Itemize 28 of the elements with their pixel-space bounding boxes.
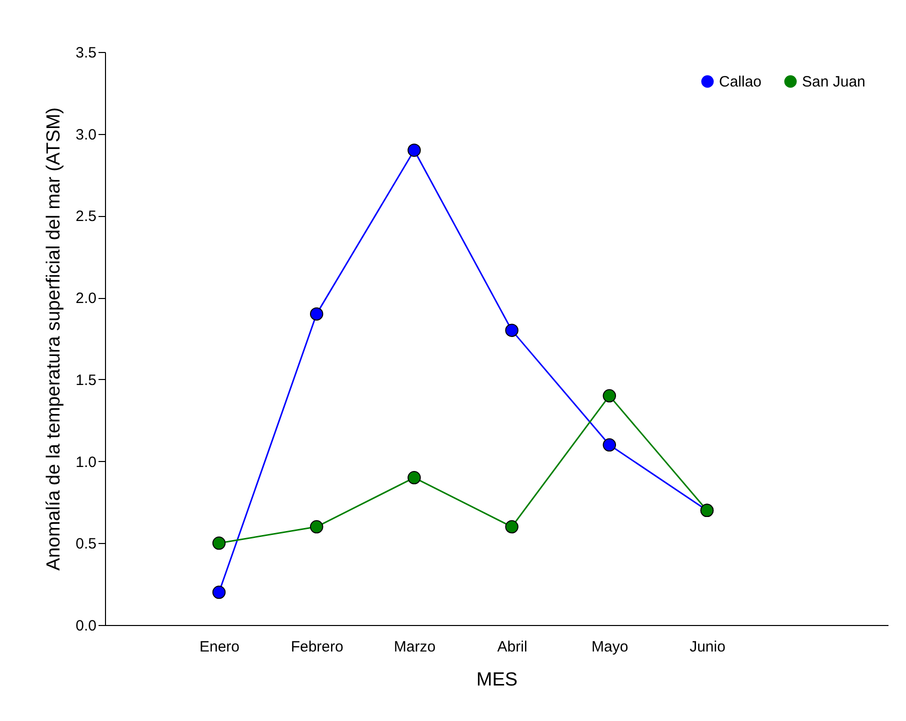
y-axis-title: Anomalía de la temperatura superficial del mar (ATSM) [44,107,65,571]
legend-label: San Juan [802,74,866,91]
point [408,144,421,157]
x-tick-label: Enero [199,638,240,656]
point [602,438,616,452]
x-tick-label: Abril [497,638,528,656]
x-tick-label: Febrero [290,638,344,656]
x-tick-label: Junio [690,638,726,656]
y-tick-label: 2.0 [76,290,96,308]
point [408,471,421,484]
point [212,536,226,550]
y-tick-label: 2.5 [76,208,96,226]
point [505,324,518,337]
point [505,520,518,534]
y-tick-label: 1.0 [76,454,96,471]
point [602,389,616,402]
y-tick-label: 0.5 [76,536,96,553]
y-tick-label: 0.0 [76,618,96,634]
x-tick-label: Marzo [394,638,436,656]
point [310,520,324,534]
x-tick-label: Mayo [592,638,628,656]
y-tick-label: 3.5 [76,44,96,62]
legend-label: Callao [719,74,762,91]
y-tick-label: 1.5 [76,372,96,389]
y-tick-label: 3.0 [76,126,96,144]
point [212,586,226,599]
point [310,307,324,321]
x-axis-title: MES [476,670,518,690]
